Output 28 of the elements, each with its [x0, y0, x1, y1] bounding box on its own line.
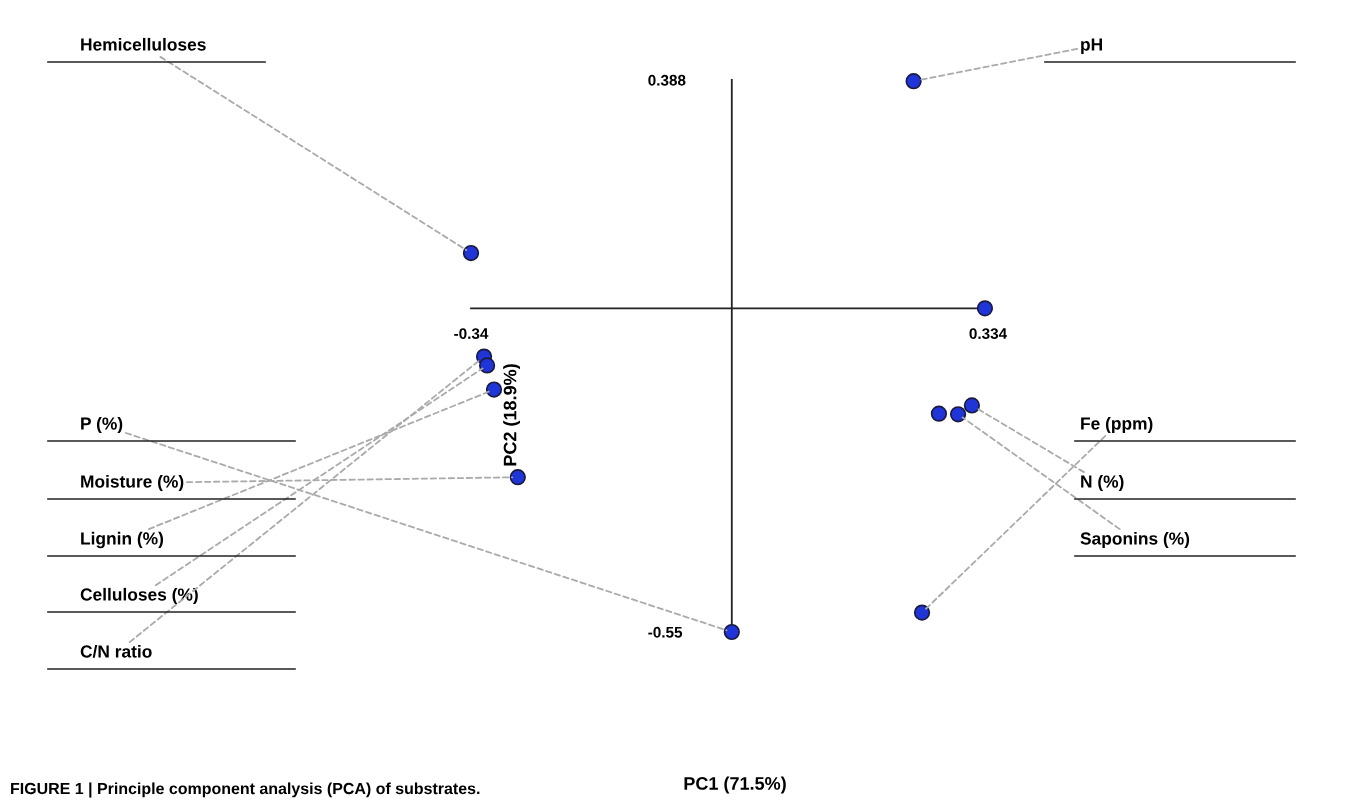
point: [976, 300, 994, 317]
annotation: C/N ratio: [80, 644, 152, 658]
annotation: P (%): [81, 416, 123, 434]
y-tick-label: -0.55: [648, 626, 683, 638]
point: [930, 405, 948, 422]
y-axis-title: PC2 (18.9%): [503, 364, 520, 466]
point: [913, 604, 931, 621]
y-tick-label: 0.388: [648, 74, 686, 86]
text: PC1 (71.5%): [684, 776, 786, 794]
point: [462, 244, 480, 262]
annotation: N (%): [1081, 474, 1124, 492]
point: [905, 73, 922, 90]
point: [963, 397, 981, 414]
annotation: Lignin (%): [81, 531, 164, 549]
annotation: pH: [1081, 38, 1102, 55]
annotation: Celluloses (%): [80, 587, 198, 605]
point: [723, 623, 740, 641]
point: [509, 469, 526, 486]
annotation: Fe (ppm): [1081, 416, 1153, 434]
point: [478, 357, 496, 374]
caption: FIGURE 1 | Principle component analysis (PCA) of substrates.: [11, 782, 480, 798]
point: [485, 381, 503, 398]
x-tick-label: 0.334: [969, 328, 1008, 340]
x-tick-label: -0.34: [454, 328, 489, 340]
annotation: Moisture (%): [81, 474, 184, 492]
annotation: Saponins (%): [1080, 531, 1190, 549]
annotation: Hemicelluloses: [81, 37, 206, 51]
point: [949, 406, 967, 423]
